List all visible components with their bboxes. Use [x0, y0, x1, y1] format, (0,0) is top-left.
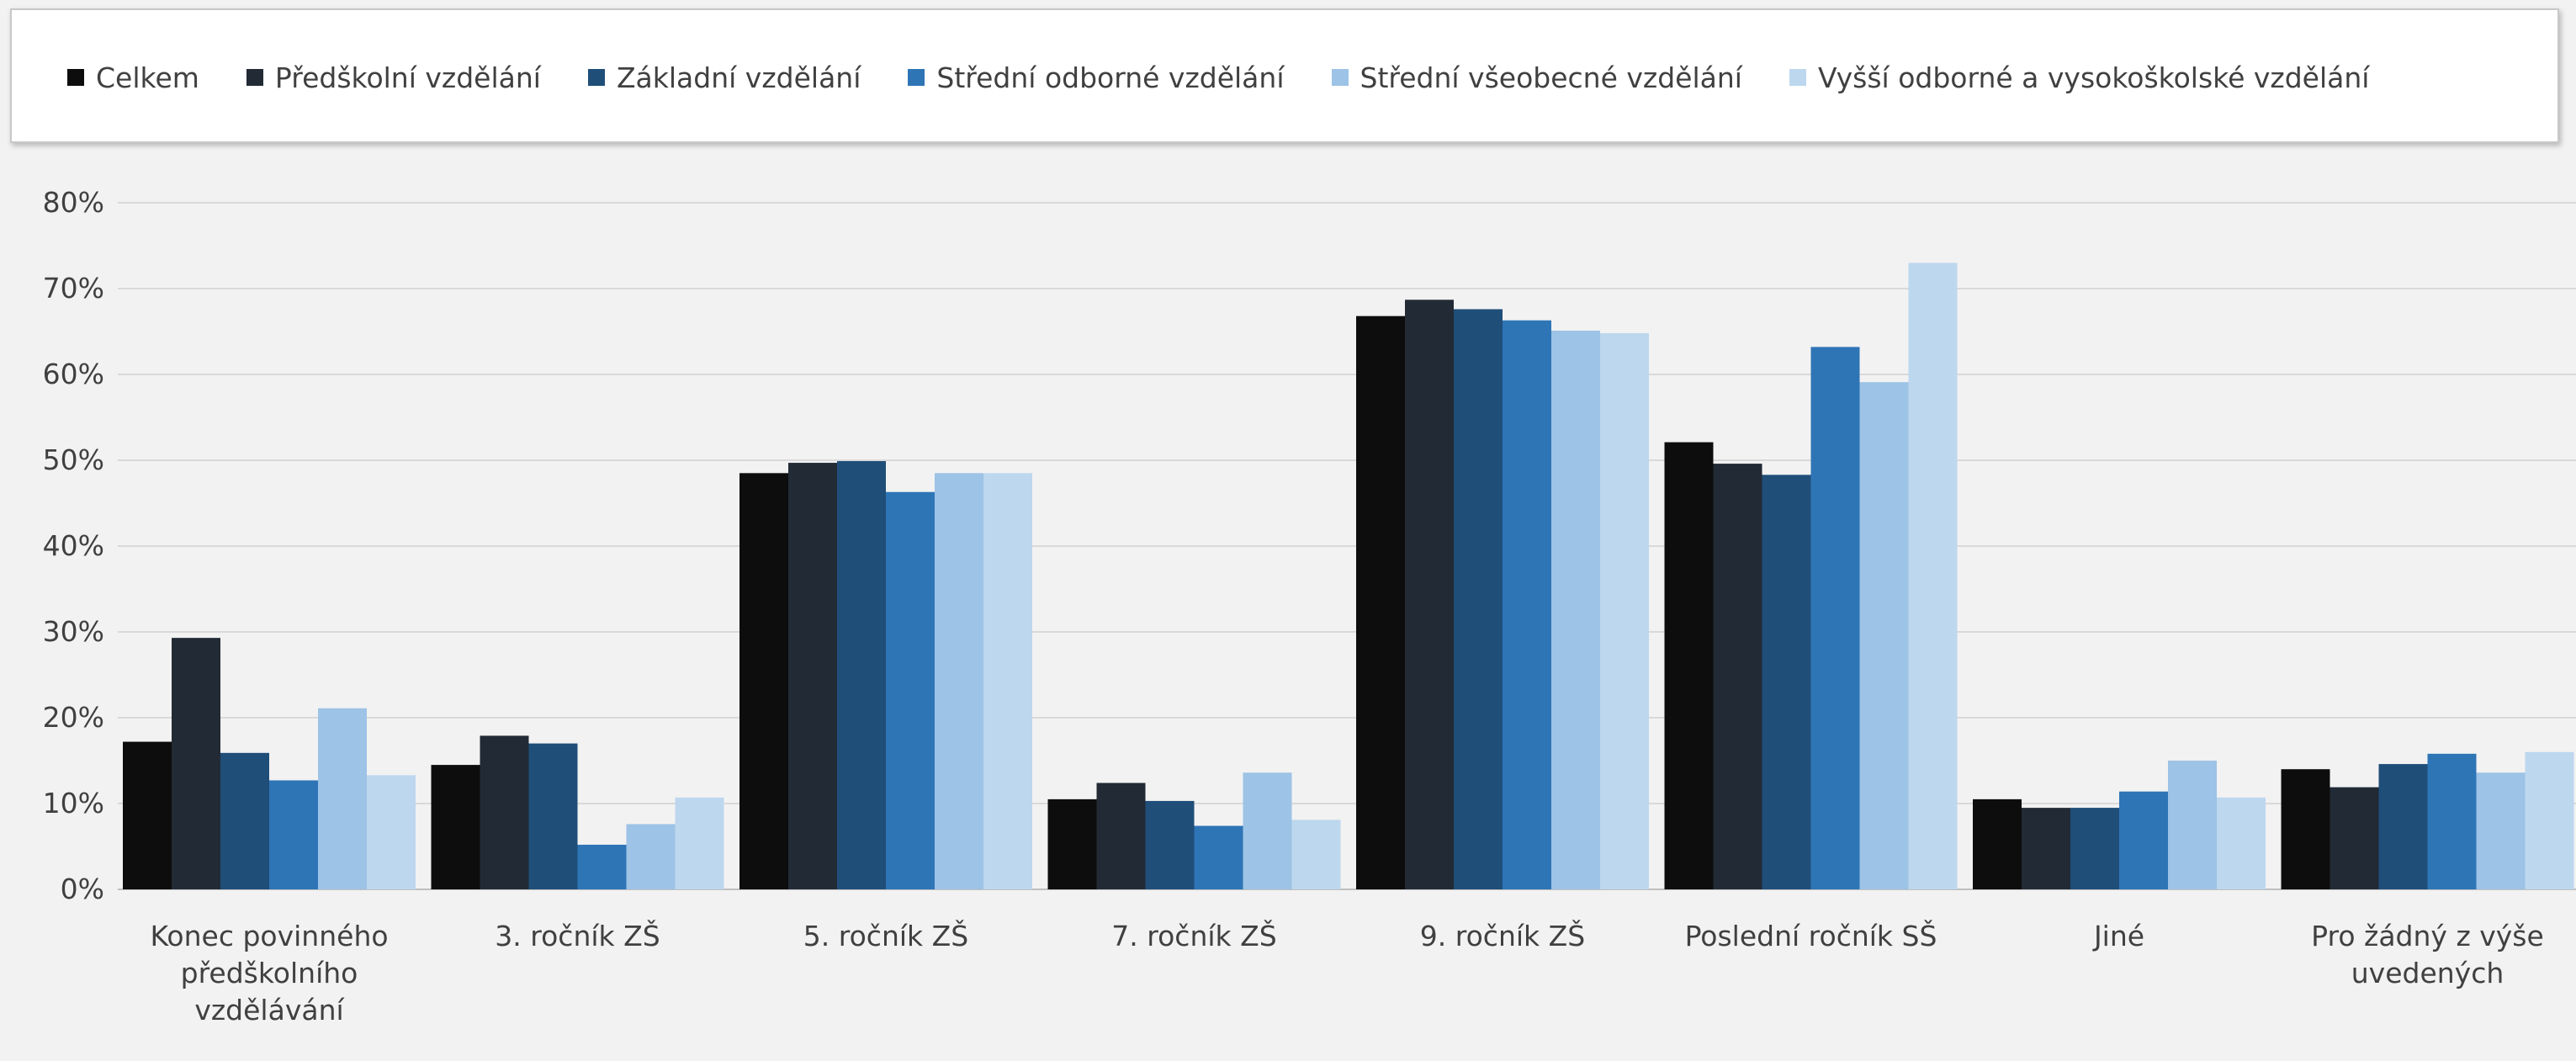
- x-tick-label: 7. ročník ZŠ: [1111, 919, 1276, 952]
- bar: [1291, 820, 1341, 889]
- legend-entries: Celkem Předškolní vzdělání Základní vzdělá…: [67, 10, 2416, 145]
- bar: [367, 775, 416, 889]
- bar: [1454, 309, 1503, 890]
- legend-label: Předškolní vzdělání: [274, 61, 541, 94]
- y-tick-label: 70%: [43, 272, 104, 305]
- bar: [788, 463, 837, 889]
- bar: [2070, 808, 2119, 889]
- bar: [837, 461, 886, 889]
- legend-item: Celkem: [67, 61, 199, 94]
- y-tick-label: 80%: [43, 186, 104, 219]
- legend-item: Vyšší odborné a vysokoškolské vzdělání: [1789, 61, 2370, 94]
- y-tick-label: 40%: [43, 529, 104, 562]
- legend-label: Střední odborné vzdělání: [936, 61, 1285, 94]
- bar: [983, 473, 1032, 889]
- bar: [123, 741, 172, 889]
- legend-item: Předškolní vzdělání: [246, 61, 541, 94]
- x-tick-label: 3. ročník ZŠ: [495, 919, 660, 952]
- x-tick-label: Poslední ročník SŠ: [1685, 919, 1937, 952]
- bar: [2330, 787, 2379, 889]
- x-tick-label: Konec povinného: [150, 920, 388, 952]
- legend-label: Celkem: [96, 61, 199, 94]
- bar: [577, 844, 627, 889]
- x-tick-label: uvedených: [2351, 957, 2504, 989]
- legend-label: Vyšší odborné a vysokoškolské vzdělání: [1817, 61, 2370, 94]
- bar: [1713, 464, 1762, 889]
- bar: [172, 638, 220, 889]
- bar: [2217, 797, 2266, 889]
- bar: [1503, 320, 1551, 889]
- bar: [1551, 330, 1600, 890]
- bar: [431, 765, 480, 889]
- bar: [935, 473, 983, 889]
- x-tick-label: vzdělávání: [194, 994, 345, 1027]
- bar: [1047, 798, 1097, 889]
- bar: [675, 797, 724, 889]
- bar: [1405, 300, 1454, 889]
- bar: [2378, 764, 2428, 889]
- bar: [1194, 825, 1243, 889]
- legend-swatch: [1789, 69, 1806, 86]
- bar: [1908, 263, 1958, 889]
- bar: [1356, 316, 1405, 889]
- x-tick-label: Pro žádný z výše: [2311, 920, 2544, 952]
- legend-swatch: [67, 69, 84, 86]
- bar: [1600, 333, 1649, 889]
- bar: [1762, 475, 1811, 889]
- x-tick-label: 5. ročník ZŠ: [803, 919, 968, 952]
- bar: [1096, 782, 1146, 889]
- y-tick-label: 30%: [43, 615, 104, 648]
- bar: [2427, 753, 2477, 889]
- bar: [2476, 772, 2526, 889]
- legend-label: Základní vzdělání: [616, 61, 861, 94]
- bar: [1243, 772, 1292, 889]
- bar: [2525, 751, 2574, 889]
- bar: [1973, 798, 2022, 889]
- legend-item: Základní vzdělání: [587, 61, 861, 94]
- legend-swatch: [246, 69, 263, 86]
- x-tick-label: Jiné: [2092, 920, 2144, 952]
- bar: [1859, 382, 1909, 889]
- bar: [886, 491, 935, 889]
- bar: [739, 473, 788, 889]
- bar: [528, 743, 578, 889]
- y-tick-label: 50%: [43, 443, 104, 476]
- bar: [1664, 442, 1714, 889]
- bar: [1145, 800, 1195, 889]
- legend-item: Střední všeobecné vzdělání: [1331, 61, 1742, 94]
- legend: Celkem Předškolní vzdělání Základní vzdělá…: [10, 8, 2559, 143]
- bar: [269, 780, 318, 889]
- legend-label: Střední všeobecné vzdělání: [1360, 61, 1742, 94]
- bar: [2022, 808, 2070, 889]
- legend-swatch: [908, 69, 925, 86]
- y-tick-label: 60%: [43, 358, 104, 390]
- y-tick-label: 0%: [61, 873, 104, 905]
- bar: [626, 824, 676, 889]
- legend-swatch: [1331, 69, 1349, 86]
- bar: [2119, 791, 2168, 889]
- bar: [2168, 761, 2217, 889]
- bar: [1810, 347, 1860, 889]
- bar: [318, 708, 367, 889]
- y-tick-label: 10%: [43, 787, 104, 820]
- legend-item: Střední odborné vzdělání: [908, 61, 1285, 94]
- bar: [480, 735, 529, 889]
- bar: [2281, 769, 2330, 889]
- y-tick-label: 20%: [43, 701, 104, 734]
- x-tick-label: 9. ročník ZŠ: [1420, 919, 1585, 952]
- bar: [220, 752, 269, 889]
- x-tick-label: předškolního: [181, 957, 358, 989]
- legend-swatch: [587, 69, 605, 86]
